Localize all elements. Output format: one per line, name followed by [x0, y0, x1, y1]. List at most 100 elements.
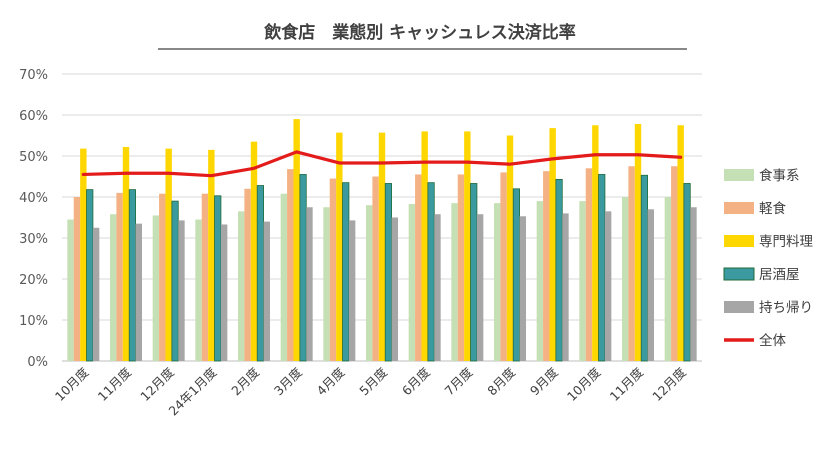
bar — [451, 203, 458, 361]
bar — [408, 203, 416, 361]
bar — [250, 141, 258, 361]
y-tick-label: 20% — [19, 273, 48, 288]
bar — [457, 174, 465, 361]
bar — [549, 128, 556, 361]
total-line — [81, 150, 683, 178]
bar — [598, 174, 606, 362]
x-tick-label: 11月度 — [607, 364, 647, 404]
bar — [67, 219, 74, 361]
bar — [336, 132, 343, 361]
x-tick-label: 3月度 — [271, 364, 305, 398]
bar — [391, 217, 398, 361]
bar — [329, 178, 337, 361]
x-tick-label: 12月度 — [137, 364, 177, 404]
y-tick-label: 70% — [19, 68, 48, 83]
bar — [306, 207, 313, 361]
bar — [293, 119, 300, 361]
bar — [384, 183, 393, 362]
x-tick-label: 8月度 — [484, 364, 518, 398]
bar — [165, 148, 172, 361]
y-tick-label: 40% — [19, 191, 48, 206]
bar — [494, 203, 501, 361]
y-tick-label: 30% — [19, 232, 48, 247]
legend-swatch — [724, 301, 754, 313]
bars — [67, 119, 697, 362]
bar — [116, 192, 123, 361]
legend-label: 軽食 — [759, 200, 787, 217]
x-tick-label: 11月度 — [95, 364, 135, 404]
x-tick-label: 12月度 — [649, 364, 689, 404]
bar — [628, 166, 635, 361]
x-tick-label: 5月度 — [356, 364, 390, 398]
y-axis-ticks: 0% 10% 20% 30% 40% 50% 60% 70% — [19, 68, 48, 370]
bar — [579, 201, 586, 361]
bar — [427, 182, 435, 362]
bar — [80, 148, 87, 361]
bar — [214, 195, 222, 362]
bar — [244, 188, 251, 361]
bar — [92, 227, 100, 361]
legend-label: 専門料理 — [759, 234, 813, 250]
bar — [299, 174, 307, 362]
bar — [122, 146, 130, 361]
legend-label: 持ち帰り — [759, 299, 813, 316]
bar — [543, 171, 550, 361]
bar — [592, 125, 599, 361]
bar — [110, 214, 117, 361]
bar — [585, 168, 593, 361]
x-tick-label: 4月度 — [314, 364, 348, 398]
bar — [555, 178, 563, 362]
legend-swatch — [724, 202, 754, 214]
bar — [86, 189, 94, 362]
bar — [476, 214, 484, 361]
bar — [195, 219, 202, 361]
bar — [647, 209, 654, 361]
bar — [342, 182, 350, 362]
bar — [220, 224, 228, 361]
bar — [421, 131, 428, 361]
bar — [640, 174, 649, 362]
x-tick-label: 10月度 — [564, 364, 604, 404]
legend-label: 全体 — [759, 332, 787, 349]
series-line-total — [81, 150, 683, 178]
bar — [152, 215, 160, 361]
y-tick-label: 0% — [27, 355, 48, 370]
x-tick-label: 6月度 — [399, 364, 433, 398]
legend-swatch — [723, 267, 755, 281]
bar — [128, 189, 136, 362]
x-tick-label: 10月度 — [52, 364, 92, 404]
x-tick-label: 7月度 — [442, 364, 476, 398]
bar — [604, 211, 612, 361]
bar — [280, 193, 288, 361]
bar — [208, 149, 215, 361]
bar — [287, 169, 294, 361]
x-tick-label: 9月度 — [527, 364, 561, 398]
bar — [201, 193, 209, 361]
x-tick-label: 2月度 — [228, 364, 262, 398]
bar — [256, 185, 265, 362]
legend-label: 居酒屋 — [759, 267, 800, 283]
bar — [378, 132, 386, 361]
bar — [634, 124, 642, 362]
y-tick-label: 10% — [19, 314, 48, 329]
bar — [178, 220, 185, 361]
bar — [519, 216, 526, 361]
bar — [506, 135, 514, 361]
legend-label: 食事系 — [759, 167, 800, 184]
bar — [366, 205, 373, 361]
bar — [671, 166, 678, 361]
bar — [135, 223, 142, 361]
bar — [434, 214, 441, 361]
bar — [664, 197, 672, 361]
chart-title: 飲食店 業態別 キャッシュレス決済比率 — [263, 22, 576, 43]
bar — [690, 207, 697, 361]
bar — [415, 174, 422, 361]
y-tick-label: 60% — [19, 109, 48, 124]
bar — [464, 131, 471, 361]
bar — [562, 213, 569, 361]
bar — [171, 200, 179, 362]
bar — [512, 188, 521, 362]
legend-swatch — [724, 235, 754, 247]
